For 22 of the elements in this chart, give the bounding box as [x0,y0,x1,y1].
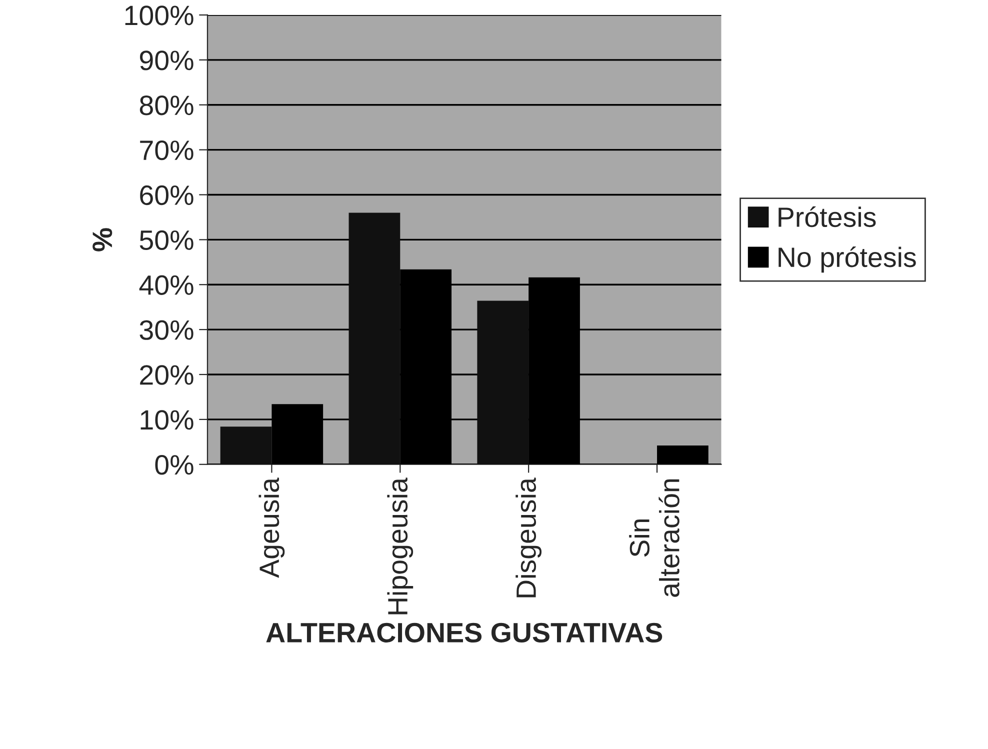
y-tick-label: 30% [140,320,194,340]
y-axis-title: % [92,228,112,252]
y-tick-label: 10% [140,410,194,430]
y-tick-label: 50% [140,230,194,250]
bar [220,426,272,464]
x-axis-title: ALTERACIONES GUSTATIVAS [266,622,662,643]
y-tick-label: 20% [140,365,194,385]
x-tick-label: Disgeusia [516,478,542,598]
y-tick-label: 40% [139,275,194,295]
y-tick-label: 100% [125,6,194,26]
x-tick-label: Hipogeusia [387,478,414,614]
bar [348,212,400,464]
x-tick-label: Sin alteración [629,479,680,597]
legend-label: No prótesis [778,246,916,273]
y-tick-label: 90% [140,50,194,70]
x-tick-label: Ageusia [258,478,285,578]
y-tick-label: 0% [155,455,194,475]
y-tick-label: 70% [140,140,194,160]
y-tick-label: 60% [140,185,194,206]
bar [477,300,529,464]
legend-label: Prótesis [778,206,876,228]
y-tick-label: 80% [140,96,194,116]
